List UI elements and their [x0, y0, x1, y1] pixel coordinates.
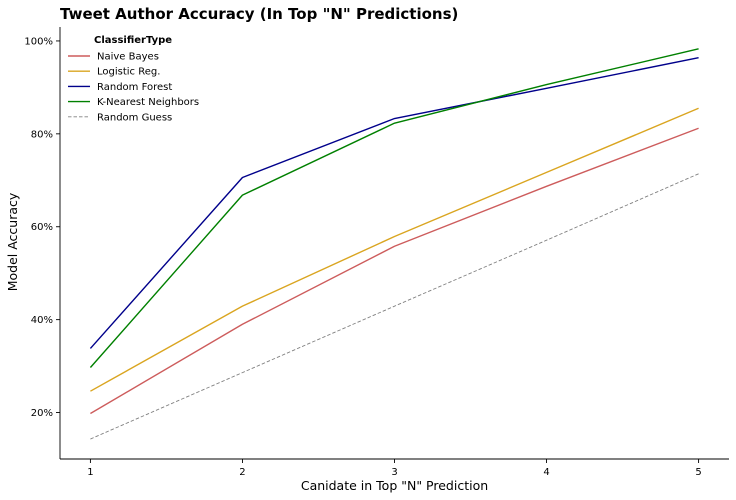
y-tick-label: 80% — [31, 129, 53, 140]
y-tick-label: 40% — [31, 315, 53, 326]
y-axis-title: Model Accuracy — [5, 192, 20, 291]
x-axis-title: Canidate in Top "N" Prediction — [301, 478, 488, 493]
x-tick-label: 1 — [87, 467, 93, 478]
legend-label-naive-bayes: Naive Bayes — [97, 52, 159, 63]
axes: 1 2 3 4 5 20% 40% 60% 80% 100% — [24, 27, 729, 478]
series-lines — [89, 48, 699, 440]
series-line-random-guess — [90, 173, 699, 440]
series-line-random-forest — [89, 56, 699, 349]
y-tick-label: 20% — [31, 408, 53, 419]
series-line-k-nearest-neighbors — [89, 48, 699, 368]
legend-label-k-nearest-neighbors: K-Nearest Neighbors — [97, 97, 199, 108]
x-tick-label: 4 — [543, 467, 549, 478]
chart-title: Tweet Author Accuracy (In Top "N" Predic… — [60, 5, 458, 23]
legend: ClassifierType Naive Bayes Logistic Reg. Ra… — [68, 35, 199, 123]
legend-title: ClassifierType — [94, 35, 172, 46]
x-tick-label: 3 — [391, 467, 397, 478]
y-tick-label: 100% — [24, 36, 53, 47]
x-tick-label: 2 — [239, 467, 245, 478]
x-tick-label: 5 — [695, 467, 701, 478]
series-line-logistic-reg — [90, 107, 699, 392]
series-line-naive-bayes — [90, 127, 699, 415]
legend-label-random-forest: Random Forest — [97, 82, 172, 93]
legend-label-logistic-reg: Logistic Reg. — [97, 67, 160, 78]
legend-label-random-guess: Random Guess — [97, 112, 172, 123]
y-tick-label: 60% — [31, 222, 53, 233]
